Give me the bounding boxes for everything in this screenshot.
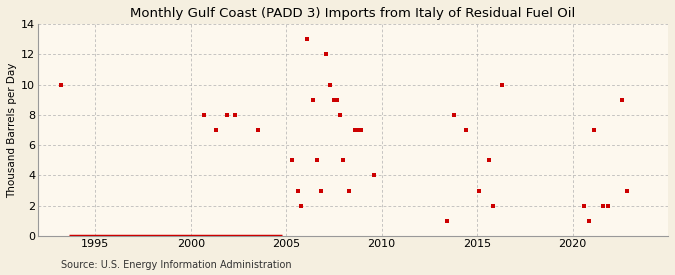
Title: Monthly Gulf Coast (PADD 3) Imports from Italy of Residual Fuel Oil: Monthly Gulf Coast (PADD 3) Imports from… [130,7,576,20]
Point [355,128,366,132]
Point [308,97,319,102]
Point [198,112,209,117]
Text: Source: U.S. Energy Information Administration: Source: U.S. Energy Information Administ… [61,260,292,270]
Point [292,188,303,193]
Point [352,128,363,132]
Point [337,158,348,163]
Point [334,112,345,117]
Point [344,188,354,193]
Point [302,37,313,41]
Point [449,112,460,117]
Point [329,97,340,102]
Point [578,204,589,208]
Point [474,188,485,193]
Point [321,52,331,56]
Point [588,128,599,132]
Point [598,204,609,208]
Point [622,188,632,193]
Point [221,112,232,117]
Point [583,219,594,223]
Point [315,188,326,193]
Point [331,97,342,102]
Point [617,97,628,102]
Point [460,128,471,132]
Point [296,204,307,208]
Point [287,158,298,163]
Y-axis label: Thousand Barrels per Day: Thousand Barrels per Day [7,62,17,198]
Point [55,82,66,87]
Point [441,219,452,223]
Point [350,128,360,132]
Point [311,158,322,163]
Point [369,173,379,178]
Point [325,82,335,87]
Point [603,204,614,208]
Point [252,128,263,132]
Point [497,82,508,87]
Point [230,112,240,117]
Point [488,204,499,208]
Point [210,128,221,132]
Point [483,158,494,163]
